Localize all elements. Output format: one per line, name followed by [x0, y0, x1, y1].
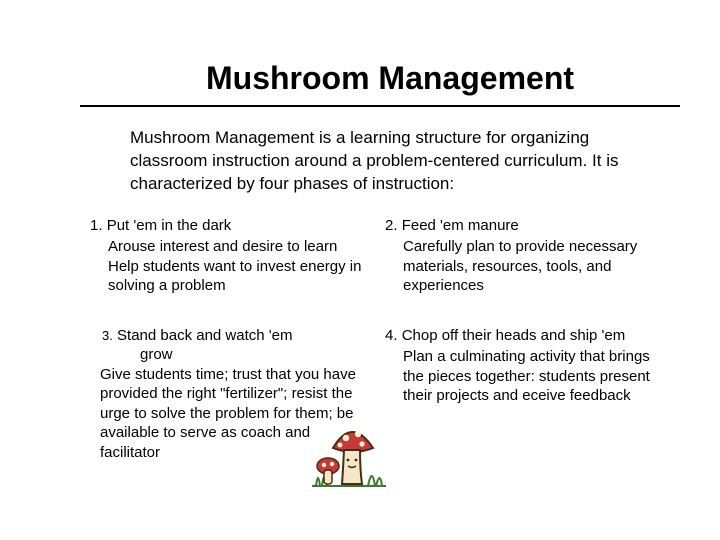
phase-2-heading: Feed 'em manure — [402, 217, 519, 234]
phase-1: 1. Put 'em in the dark Arouse interest a… — [90, 216, 365, 296]
phase-2-body: Carefully plan to provide necessary mate… — [403, 237, 660, 296]
phase-3-number: 3. — [102, 328, 113, 343]
title-underline — [80, 105, 680, 107]
phase-1-number: 1. — [90, 217, 103, 234]
phase-4-heading: Chop off their heads and ship 'em — [402, 327, 626, 344]
page-title: Mushroom Management — [140, 60, 640, 97]
phase-3-grow: grow — [140, 345, 365, 365]
intro-text: Mushroom Management is a learning struct… — [130, 127, 650, 196]
phase-2: 2. Feed 'em manure Carefully plan to pro… — [385, 216, 660, 296]
phase-1-body: Arouse interest and desire to learn Help… — [108, 237, 365, 296]
phase-1-heading: Put 'em in the dark — [107, 217, 232, 234]
phase-2-number: 2. — [385, 217, 398, 234]
phase-4-body: Plan a culminating activity that brings … — [403, 347, 660, 406]
mushroom-icon — [310, 400, 388, 490]
phase-4: 4. Chop off their heads and ship 'em Pla… — [385, 326, 660, 463]
phase-4-number: 4. — [385, 327, 398, 344]
phase-3-heading: Stand back and watch 'em — [117, 327, 292, 344]
